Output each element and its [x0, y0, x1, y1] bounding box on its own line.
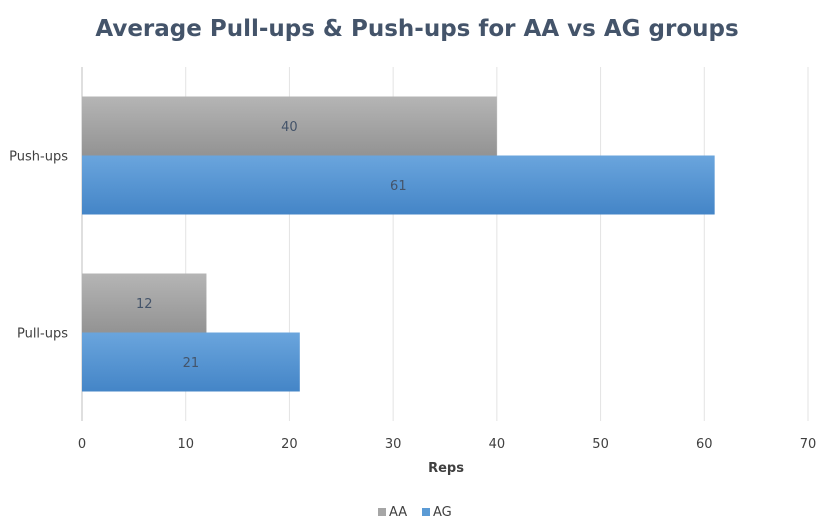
x-tick-label: 10	[177, 437, 194, 452]
chart-title: Average Pull-ups & Push-ups for AA vs AG…	[95, 16, 738, 42]
legend-swatch-aa	[378, 508, 386, 516]
x-axis-ticks: 0 10 20 30 40 50 60 70	[78, 437, 816, 452]
bar-aa-push-ups	[82, 96, 497, 156]
bars	[82, 96, 715, 392]
legend-label-ag: AG	[433, 505, 452, 520]
data-label: 61	[390, 179, 407, 194]
legend-label-aa: AA	[389, 505, 407, 520]
y-axis-ticks: Pull-ups Push-ups	[9, 150, 68, 342]
data-label: 40	[281, 120, 298, 135]
x-tick-label: 30	[385, 437, 402, 452]
data-labels: 12 21 40 61	[136, 120, 407, 371]
x-tick-label: 40	[489, 437, 506, 452]
legend: AA AG	[378, 505, 452, 520]
x-tick-label: 20	[281, 437, 298, 452]
x-tick-label: 70	[800, 437, 817, 452]
bar-ag-pull-ups	[82, 332, 300, 392]
y-tick-label: Pull-ups	[17, 327, 68, 342]
bar-aa-pull-ups	[82, 273, 207, 333]
x-axis-label: Reps	[428, 461, 464, 476]
x-tick-label: 0	[78, 437, 86, 452]
bar-ag-push-ups	[82, 155, 715, 215]
data-label: 21	[183, 356, 200, 371]
y-tick-label: Push-ups	[9, 150, 68, 165]
legend-swatch-ag	[422, 508, 430, 516]
x-tick-label: 50	[592, 437, 609, 452]
data-label: 12	[136, 297, 153, 312]
x-tick-label: 60	[696, 437, 713, 452]
